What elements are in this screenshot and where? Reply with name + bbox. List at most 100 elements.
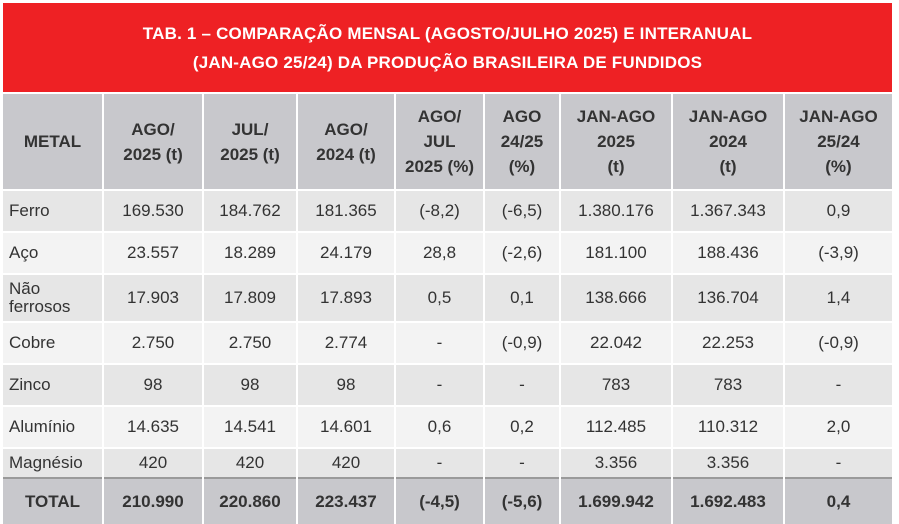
- header-line: AGO/: [417, 107, 462, 126]
- table-cell: 18.289: [203, 232, 298, 275]
- header-jan-ago-2024: JAN-AGO 2024 (t): [672, 94, 785, 191]
- header-metal: METAL: [3, 94, 104, 191]
- table-cell: 0,1: [484, 274, 561, 323]
- table-row-ferro: Ferro 169.530 184.762 181.365 (-8,2) (-6…: [3, 190, 892, 233]
- total-cell: 223.437: [297, 477, 396, 524]
- total-cell: 0,4: [784, 477, 892, 524]
- table-cell: 17.893: [297, 274, 396, 323]
- table-cell: -: [395, 364, 485, 407]
- total-cell: (-5,6): [484, 477, 561, 524]
- header-metal-line: METAL: [23, 132, 82, 151]
- table-cell: 169.530: [103, 190, 204, 233]
- table-cell: 0,9: [784, 190, 892, 233]
- table-cell: 188.436: [672, 232, 785, 275]
- production-table: METAL AGO/2025 (t) JUL/2025 (t) AGO/2024…: [3, 94, 892, 524]
- table-cell: 112.485: [560, 406, 673, 449]
- metal-name: Não ferrosos: [3, 274, 104, 323]
- header-line: (%): [825, 157, 852, 176]
- table-cell: 0,5: [395, 274, 485, 323]
- total-cell: 1.699.942: [560, 477, 673, 524]
- metal-name-line: Não: [9, 279, 41, 298]
- table-row-magnesio: Magnésio 420 420 420 - - 3.356 3.356 -: [3, 448, 892, 478]
- metal-name: Magnésio: [3, 448, 104, 478]
- total-cell: 1.692.483: [672, 477, 785, 524]
- total-row: TOTAL 210.990 220.860 223.437 (-4,5) (-5…: [3, 477, 892, 524]
- table-cell: 420: [203, 448, 298, 478]
- table-cell: 420: [297, 448, 396, 478]
- total-cell: 220.860: [203, 477, 298, 524]
- header-line: (t): [607, 157, 625, 176]
- table-cell: 1,4: [784, 274, 892, 323]
- table-cell: 22.042: [560, 322, 673, 365]
- header-line: JAN-AGO: [576, 107, 656, 126]
- header-line: JAN-AGO: [688, 107, 768, 126]
- table-cell: 0,2: [484, 406, 561, 449]
- table-cell: 3.356: [560, 448, 673, 478]
- table-cell: 184.762: [203, 190, 298, 233]
- header-line: 2025: [597, 132, 635, 151]
- table-cell: 22.253: [672, 322, 785, 365]
- table-cell: 1.380.176: [560, 190, 673, 233]
- table-cell: 98: [297, 364, 396, 407]
- table-row-cobre: Cobre 2.750 2.750 2.774 - (-0,9) 22.042 …: [3, 322, 892, 365]
- table-cell: 24.179: [297, 232, 396, 275]
- header-line: 2024: [709, 132, 747, 151]
- header-line: 2025 (%): [405, 157, 474, 176]
- table-cell: 3.356: [672, 448, 785, 478]
- table-cell: 17.903: [103, 274, 204, 323]
- table-cell: (-8,2): [395, 190, 485, 233]
- table-cell: 138.666: [560, 274, 673, 323]
- table-cell: 136.704: [672, 274, 785, 323]
- total-label: TOTAL: [3, 477, 104, 524]
- table-cell: 2.750: [203, 322, 298, 365]
- table-cell: 783: [672, 364, 785, 407]
- table-cell: 1.367.343: [672, 190, 785, 233]
- header-line: AGO: [502, 107, 542, 126]
- table-row-aluminio: Alumínio 14.635 14.541 14.601 0,6 0,2 11…: [3, 406, 892, 449]
- metal-name: Ferro: [3, 190, 104, 233]
- header-jan-ago-25-24-pct: JAN-AGO 25/24 (%): [784, 94, 892, 191]
- total-cell: 210.990: [103, 477, 204, 524]
- table-cell: (-2,6): [484, 232, 561, 275]
- header-line: AGO/: [131, 119, 175, 139]
- header-line: (t): [719, 157, 737, 176]
- total-cell: (-4,5): [395, 477, 485, 524]
- table-cell: 110.312: [672, 406, 785, 449]
- metal-name: Alumínio: [3, 406, 104, 449]
- metal-name-line: ferrosos: [9, 297, 71, 316]
- table-cell: 783: [560, 364, 673, 407]
- header-ago-24-25-pct: AGO 24/25 (%): [484, 94, 561, 191]
- table-cell: 98: [203, 364, 298, 407]
- table-row-nao-ferrosos: Não ferrosos 17.903 17.809 17.893 0,5 0,1…: [3, 274, 892, 323]
- table-cell: 181.100: [560, 232, 673, 275]
- header-ago-2025: AGO/2025 (t): [103, 94, 204, 191]
- table-cell: 420: [103, 448, 204, 478]
- header-line: 25/24: [817, 132, 860, 151]
- header-line: JUL: [423, 132, 456, 151]
- table-cell: 28,8: [395, 232, 485, 275]
- table-cell: 14.635: [103, 406, 204, 449]
- header-jul-2025: JUL/2025 (t): [203, 94, 298, 191]
- metal-name: Aço: [3, 232, 104, 275]
- table-cell: -: [395, 322, 485, 365]
- table-title-line-2: (JAN-AGO 25/24) DA PRODUÇÃO BRASILEIRA D…: [192, 52, 703, 72]
- header-line: 24/25: [500, 132, 544, 151]
- header-jan-ago-2025: JAN-AGO 2025 (t): [560, 94, 673, 191]
- header-line: 2024 (t): [316, 144, 376, 164]
- table-cell: (-0,9): [784, 322, 892, 365]
- metal-name: Cobre: [3, 322, 104, 365]
- header-line: 2025 (t): [220, 144, 280, 164]
- header-row: METAL AGO/2025 (t) JUL/2025 (t) AGO/2024…: [3, 94, 892, 191]
- table-cell: 2,0: [784, 406, 892, 449]
- table-cell: 0,6: [395, 406, 485, 449]
- table-cell: (-6,5): [484, 190, 561, 233]
- header-ago-2024: AGO/2024 (t): [297, 94, 396, 191]
- header-line: JUL/: [231, 119, 269, 139]
- table-cell: (-3,9): [784, 232, 892, 275]
- table-cell: 14.601: [297, 406, 396, 449]
- table-cell: -: [484, 364, 561, 407]
- header-line: AGO/: [324, 119, 368, 139]
- table-title: TAB. 1 – COMPARAÇÃO MENSAL (AGOSTO/JULHO…: [3, 3, 892, 92]
- header-line: 2025 (t): [123, 144, 183, 164]
